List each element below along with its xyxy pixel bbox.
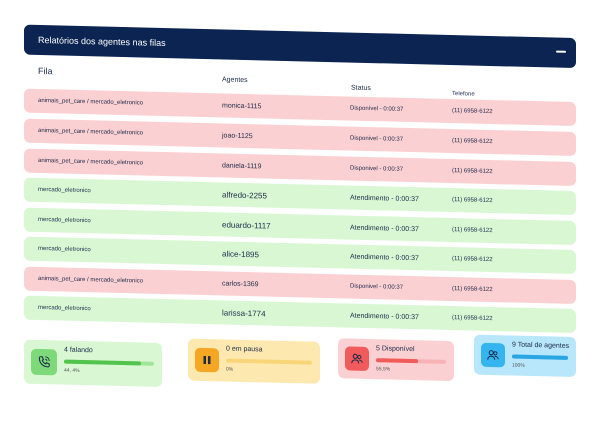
card-title: 5 Disponível (376, 345, 415, 354)
queue-cell: animais_pet_care / mercado_eletronico (38, 97, 144, 107)
summary-card: 4 falando 44, 4% (24, 339, 162, 387)
column-header-fila: Fila (38, 65, 53, 77)
status-cell: Disponivel - 0:00:37 (350, 283, 404, 291)
card-percentage: 55,5% (376, 366, 391, 373)
status-cell: Disponível - 0:00:37 (350, 105, 404, 113)
card-percentage: 100% (512, 362, 525, 369)
agent-cell: monica-1115 (222, 101, 262, 110)
phone-cell: (11) 6958-6122 (452, 168, 493, 176)
agent-cell: joao-1125 (222, 131, 253, 140)
status-cell: Atendimento - 0:00:37 (350, 194, 419, 203)
phone-icon (31, 348, 57, 376)
card-percentage: 0% (226, 366, 234, 373)
phone-cell: (11) 6958-6122 (452, 138, 493, 146)
queue-cell: mercado_eletronico (38, 245, 91, 254)
column-header-agentes: Agentes (222, 76, 248, 85)
agent-cell: carlos-1369 (222, 279, 259, 288)
queue-cell: animais_pet_care / mercado_eletronico (38, 157, 144, 167)
card-progress-fill (64, 359, 141, 366)
agent-cell: larissa-1774 (222, 307, 266, 318)
agent-cell: alice-1895 (222, 248, 259, 259)
phone-cell: (11) 6958-6122 (452, 108, 493, 116)
card-progress-bar (226, 358, 312, 365)
agent-cell: alfredo-2255 (222, 189, 267, 201)
summary-card: 0 em pausa 0% (188, 338, 320, 384)
phone-cell: (11) 6958-6122 (452, 256, 493, 264)
phone-cell: (11) 6958-6122 (452, 197, 493, 205)
panel-title: Relatórios dos agentes nas filas (38, 34, 166, 49)
queue-cell: mercado_eletronico (38, 216, 91, 225)
status-cell: Atendimento - 0:00:37 (350, 312, 419, 321)
status-cell: Disponivel - 0:00:37 (350, 135, 404, 143)
users-icon (345, 346, 369, 372)
queue-cell: animais_pet_care / mercado_eletronico (38, 275, 144, 285)
summary-card: 5 Disponível 55,5% (338, 338, 454, 382)
phone-cell: (11) 6958-6122 (452, 315, 493, 323)
queue-cell: mercado_eletronico (38, 186, 91, 195)
card-percentage: 44, 4% (64, 367, 80, 374)
queue-cell: mercado_eletronico (38, 304, 91, 313)
card-progress-fill (376, 358, 418, 364)
status-cell: Atendimento - 0:00:37 (350, 253, 419, 262)
card-progress-fill (512, 354, 568, 360)
agent-cell: daniela-1119 (222, 161, 262, 170)
queue-cell: animais_pet_care / mercado_eletronico (38, 127, 144, 137)
card-title: 4 falando (64, 346, 93, 355)
status-cell: Disponivel - 0:00:37 (350, 165, 404, 173)
column-header-status: Status (351, 84, 371, 93)
phone-cell: (11) 6958-6122 (452, 227, 493, 235)
phone-cell: (11) 6958-6122 (452, 286, 493, 294)
agents-table: animais_pet_care / mercado_eletronico mon… (0, 0, 594, 334)
status-cell: Atendimento - 0:00:37 (350, 224, 419, 233)
summary-card: 9 Total de agentes 100% (474, 334, 576, 378)
collapse-icon[interactable] (556, 50, 566, 53)
card-title: 9 Total de agentes (512, 341, 570, 350)
card-progress-bar (376, 358, 446, 364)
column-header-telefone: Telefone (452, 91, 475, 98)
card-title: 0 em pausa (226, 345, 263, 354)
card-progress-bar (512, 354, 568, 360)
users-icon (481, 342, 505, 368)
pause-icon (195, 347, 219, 373)
card-progress-bar (64, 359, 154, 366)
agent-cell: eduardo-1117 (222, 219, 271, 231)
panel-header: Relatórios dos agentes nas filas (24, 24, 576, 69)
